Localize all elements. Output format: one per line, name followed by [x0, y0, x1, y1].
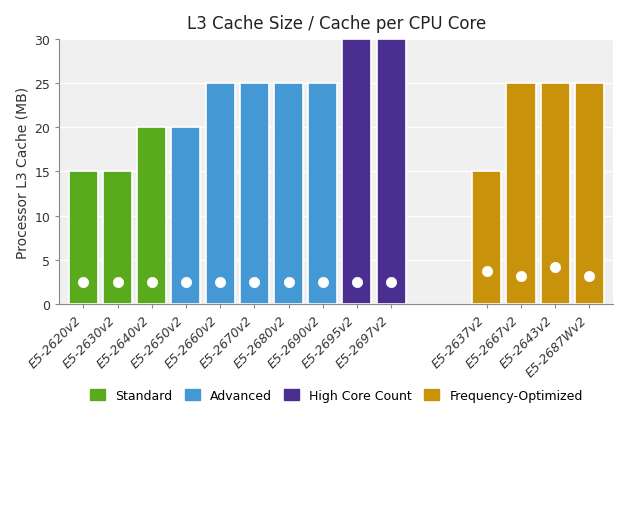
Legend: Standard, Advanced, High Core Count, Frequency-Optimized: Standard, Advanced, High Core Count, Fre…: [85, 384, 588, 407]
Point: [386, 278, 396, 286]
Title: L3 Cache Size / Cache per CPU Core: L3 Cache Size / Cache per CPU Core: [187, 15, 486, 33]
Point: [550, 264, 560, 272]
Point: [318, 278, 328, 286]
Bar: [137, 128, 166, 304]
Point: [516, 273, 526, 281]
Bar: [541, 84, 570, 304]
Bar: [472, 172, 501, 304]
Point: [181, 278, 191, 286]
Bar: [205, 84, 235, 304]
Point: [482, 267, 492, 275]
Y-axis label: Processor L3 Cache (MB): Processor L3 Cache (MB): [15, 86, 29, 258]
Bar: [240, 84, 269, 304]
Bar: [308, 84, 337, 304]
Point: [215, 278, 225, 286]
Point: [112, 278, 122, 286]
Bar: [274, 84, 303, 304]
Point: [585, 273, 595, 281]
Bar: [171, 128, 200, 304]
Bar: [507, 84, 536, 304]
Point: [146, 278, 157, 286]
Bar: [69, 172, 98, 304]
Point: [283, 278, 294, 286]
Bar: [342, 40, 372, 304]
Point: [352, 278, 362, 286]
Point: [249, 278, 259, 286]
Point: [79, 278, 89, 286]
Bar: [575, 84, 604, 304]
Bar: [377, 40, 406, 304]
Bar: [103, 172, 132, 304]
